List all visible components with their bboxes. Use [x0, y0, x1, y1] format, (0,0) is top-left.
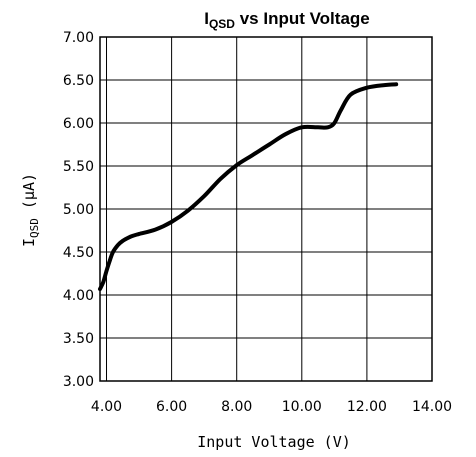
x-tick-label: 4.00	[91, 399, 122, 415]
series-line	[98, 82, 399, 291]
x-tick-labels: 4.00 6.00 8.00 10.00 12.00 14.00	[91, 399, 452, 415]
y-axis-label: IQSD (μA)	[20, 173, 41, 247]
plot-frame	[99, 36, 433, 382]
chart-title-subscript: QSD	[209, 17, 235, 31]
x-tick-label: 6.00	[156, 399, 187, 415]
x-axis-label: Input Voltage (V)	[197, 433, 351, 451]
y-tick-label: 5.50	[63, 159, 94, 175]
y-axis-label-rest: (μA)	[20, 173, 38, 218]
x-tick-label: 8.00	[221, 399, 252, 415]
y-tick-label: 3.50	[63, 331, 94, 347]
y-tick-label: 4.00	[63, 288, 94, 304]
y-tick-label: 4.50	[63, 245, 94, 261]
grid	[100, 37, 432, 381]
x-tick-label: 14.00	[412, 399, 452, 415]
y-axis-label-main: I	[20, 238, 38, 247]
y-tick-label: 3.00	[63, 374, 94, 390]
chart-title-rest: vs Input Voltage	[235, 9, 370, 28]
y-tick-label: 6.00	[63, 116, 94, 132]
y-tick-label: 7.00	[63, 30, 94, 46]
y-tick-label: 5.00	[63, 202, 94, 218]
x-tick-label: 12.00	[347, 399, 387, 415]
y-tick-label: 6.50	[63, 73, 94, 89]
y-tick-labels: 3.00 3.50 4.00 4.50 5.00 5.50 6.00 6.50 7.00	[63, 30, 94, 390]
series-layer	[98, 82, 399, 291]
x-tick-label: 10.00	[282, 399, 322, 415]
y-axis-label-subscript: QSD	[28, 218, 41, 238]
chart-title-main: I	[204, 9, 209, 28]
chart-title: IQSD vs Input Voltage	[204, 9, 370, 31]
